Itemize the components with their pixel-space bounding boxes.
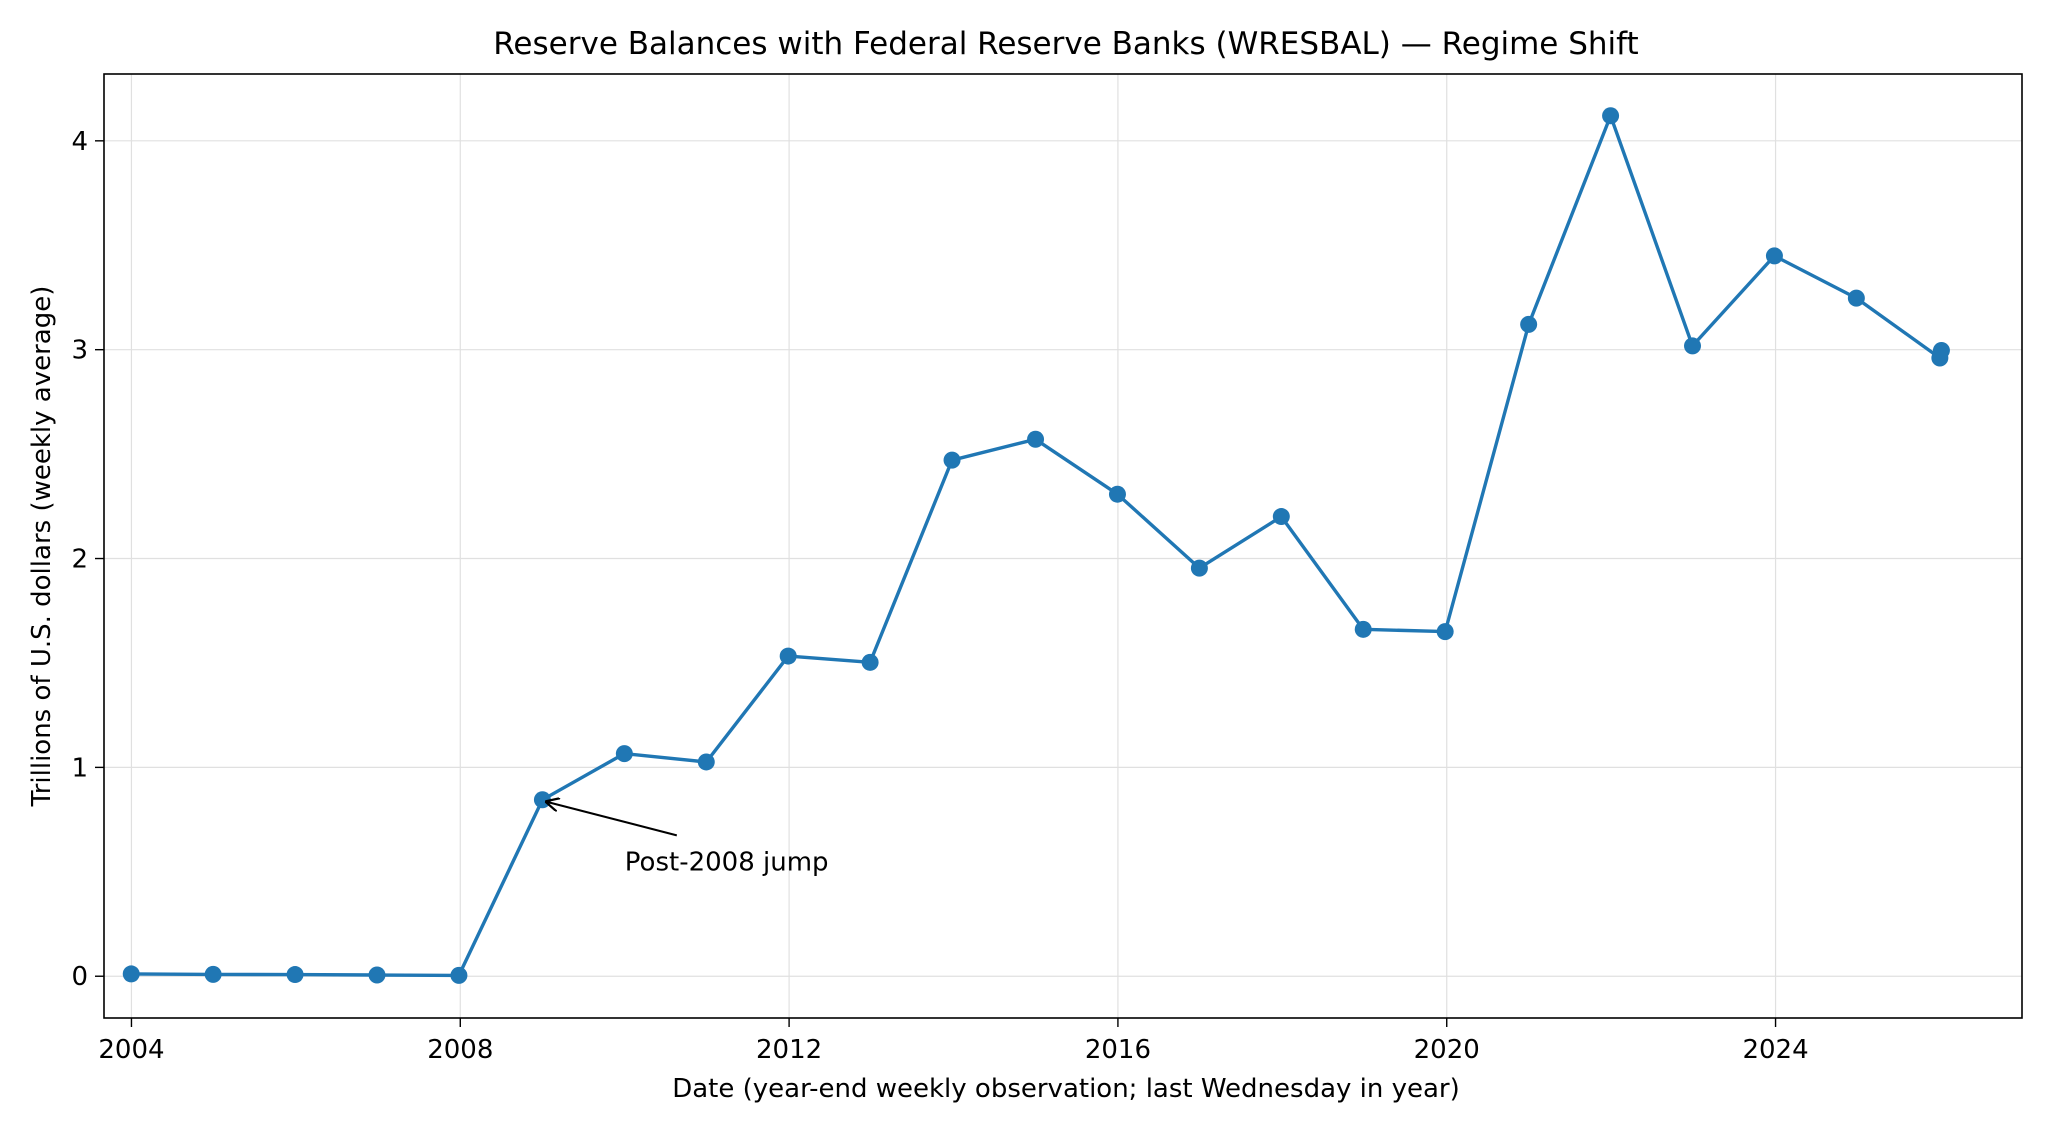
plot-frame — [103, 73, 2023, 1019]
data-point — [1765, 247, 1783, 265]
data-point — [943, 451, 961, 469]
y-tick-label: 0 — [71, 962, 88, 992]
data-point — [779, 647, 797, 665]
data-point — [450, 966, 468, 984]
data-point — [861, 653, 879, 671]
x-tick-label: 2024 — [1742, 1035, 1808, 1065]
y-tick-label: 1 — [71, 753, 88, 783]
data-point — [204, 965, 222, 983]
data-point — [1272, 508, 1290, 526]
y-tick-label: 2 — [71, 545, 88, 575]
data-point — [1847, 289, 1865, 307]
annotation-layer: Post-2008 jump — [546, 802, 829, 877]
x-axis-ticks: 2004 2008 2012 2016 2020 2024 — [98, 1018, 1809, 1065]
series-layer — [122, 107, 1950, 984]
data-point — [615, 745, 633, 763]
data-point — [1520, 315, 1538, 333]
data-point — [1354, 620, 1372, 638]
data-point — [1108, 485, 1126, 503]
data-point — [1027, 430, 1045, 448]
chart-title: Reserve Balances with Federal Reserve Ba… — [493, 26, 1638, 62]
data-point — [533, 791, 551, 809]
x-tick-label: 2020 — [1414, 1035, 1480, 1065]
data-point — [1602, 107, 1620, 125]
y-tick-label: 3 — [71, 336, 88, 366]
data-point — [122, 965, 140, 983]
data-point — [368, 966, 386, 984]
y-axis-label: Trillions of U.S. dollars (weekly averag… — [27, 286, 57, 808]
data-point — [1932, 342, 1950, 360]
annotation-label: Post-2008 jump — [625, 847, 829, 877]
y-axis-ticks: 0 1 2 3 4 — [71, 127, 104, 992]
x-tick-label: 2008 — [427, 1035, 493, 1065]
x-axis-label: Date (year-end weekly observation; last … — [672, 1074, 1460, 1104]
y-tick-label: 4 — [71, 127, 88, 157]
annotation-arrow — [546, 802, 678, 837]
x-tick-label: 2012 — [756, 1035, 822, 1065]
data-point — [697, 753, 715, 771]
data-point — [286, 966, 304, 984]
series-line — [131, 114, 1944, 978]
data-point — [1190, 559, 1208, 577]
data-point — [1684, 337, 1702, 355]
x-tick-label: 2016 — [1085, 1035, 1151, 1065]
x-tick-label: 2004 — [98, 1035, 164, 1065]
data-point — [1436, 623, 1454, 641]
